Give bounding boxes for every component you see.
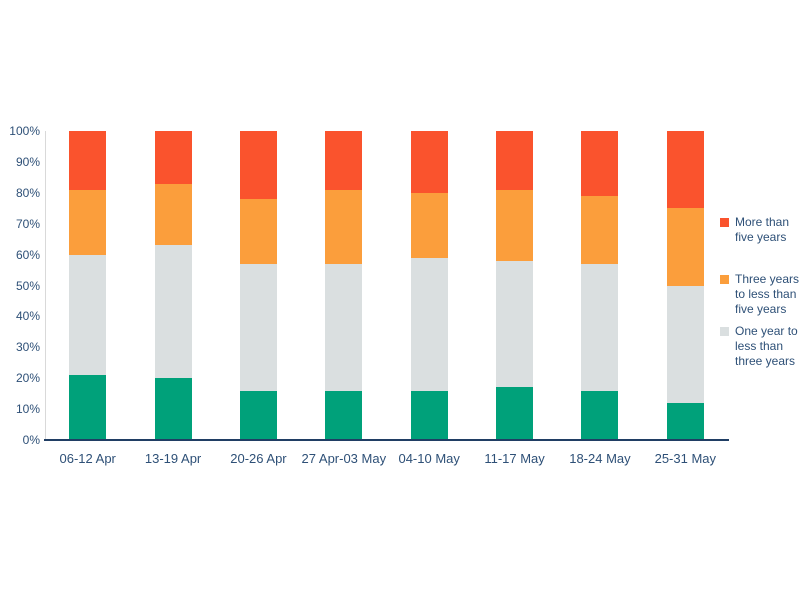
bar-segment [69,254,107,376]
y-tick-label: 100% [9,124,40,138]
y-tick-label: 60% [15,247,40,262]
bar-13-19-apr [154,131,192,440]
bar-18-24-may [581,131,619,440]
legend-label: One year to less than three years [735,324,798,368]
bar-20-26-apr [239,131,277,440]
bar-segment [325,189,363,264]
y-tick-label: 30% [15,340,40,355]
bar-segment [239,263,277,391]
bar-segment [154,183,192,246]
legend-item-more-than-five-years: More than five years [720,215,800,245]
x-tick-label: 11-17 May [484,451,545,466]
bar-segment [69,375,107,440]
x-tick-label: 13-19 Apr [144,451,202,466]
y-axis-line [45,131,46,440]
bar-segment [581,131,619,196]
legend-item-three-to-five-years: Three years to less than five years [720,272,800,317]
bar-segment [666,208,704,286]
bar-segment [666,285,704,403]
bar-segment [239,131,277,199]
bar-segment [154,131,192,184]
x-tick-label: 18-24 May [569,451,631,466]
bar-segment [239,390,277,440]
bar-segment [325,263,363,391]
bar-segment [410,390,448,440]
x-tick-label: 25-31 May [654,451,717,466]
bar-segment [496,131,534,190]
bar-segment [496,260,534,388]
y-tick-label: 90% [15,154,40,169]
bar-segment [410,257,448,391]
bar-segment [325,390,363,440]
bar-11-17-may [496,131,534,440]
bar-27-apr-03-may [325,131,363,440]
y-tick-label: 70% [15,216,40,231]
x-tick-label: 27 Apr-03 May [301,451,387,466]
bar-segment [666,402,704,440]
bar-segment [154,378,192,440]
bar-segment [239,199,277,264]
bar-segment [581,390,619,440]
y-tick-label: 40% [15,309,40,324]
x-axis-line [44,439,729,441]
x-tick-label: 04-10 May [398,451,460,466]
bar-segment [581,195,619,264]
legend-label: More than five years [735,215,790,244]
bar-segment [410,192,448,258]
bar-25-31-may [666,131,704,440]
x-tick-label: 06-12 Apr [59,451,116,466]
bar-segment [666,131,704,209]
bar-segment [69,131,107,190]
bar-04-10-may [410,131,448,440]
y-tick-label: 50% [15,278,40,293]
y-tick-label: 80% [15,185,40,200]
x-tick-label: 20-26 Apr [230,451,287,466]
bar-segment [154,245,192,379]
bar-segment [496,189,534,261]
bar-segment [581,263,619,391]
legend-item-one-to-three-years: One year to less than three years [720,324,800,369]
bar-segment [325,131,363,190]
bar-segment [496,387,534,440]
bar-segment [69,189,107,255]
y-tick-label: 10% [15,402,40,417]
bar-06-12-apr [69,131,107,440]
legend-label: Three years to less than five years [735,272,800,316]
plot-area [45,131,728,440]
bar-segment [410,131,448,193]
y-tick-label: 0% [22,433,40,447]
legend-swatch-orange-icon [720,275,729,284]
y-tick-label: 20% [15,371,40,386]
legend-swatch-grey-icon [720,327,729,336]
legend-swatch-red-icon [720,218,729,227]
